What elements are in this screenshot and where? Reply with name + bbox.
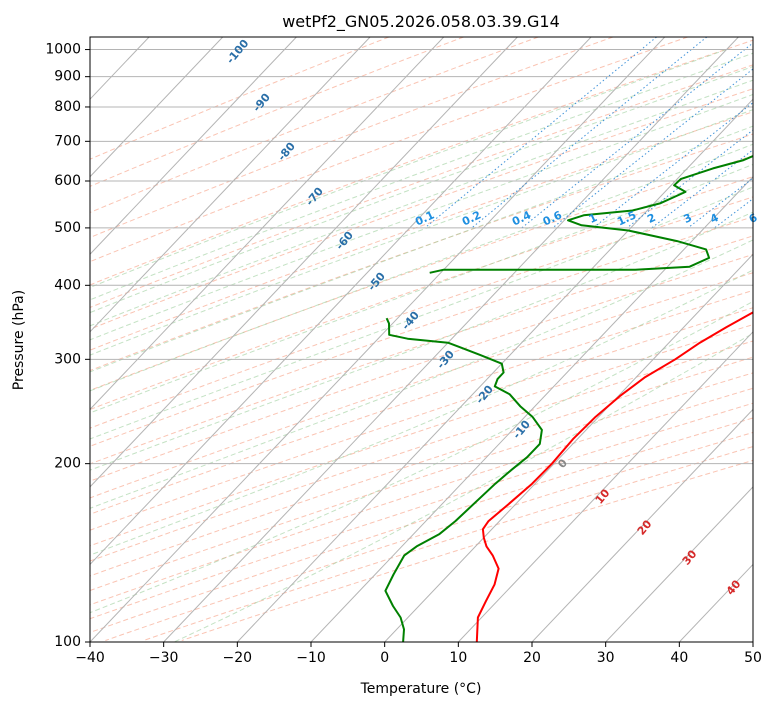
isotherm	[163, 37, 739, 642]
isotherm	[90, 37, 445, 411]
mixing-ratio-line	[471, 37, 708, 229]
y-tick-label: 400	[54, 277, 81, 293]
isotherm	[457, 331, 753, 642]
moist-adiabat	[90, 79, 753, 327]
y-tick-label: 800	[54, 99, 81, 115]
x-tick-label: 20	[523, 650, 541, 666]
isotherm	[384, 253, 753, 642]
profile-line-1	[475, 311, 753, 642]
x-axis-label: Temperature (°C)	[360, 681, 482, 697]
dry-adiabat	[90, 37, 688, 263]
mixing-ratio-line	[592, 101, 753, 229]
isotherm	[90, 37, 666, 642]
dry-adiabat	[90, 39, 753, 286]
isotherm	[90, 37, 518, 488]
y-tick-label: 900	[54, 69, 81, 85]
dry-adiabat	[90, 417, 753, 633]
y-tick-label: 500	[54, 220, 81, 236]
x-tick-label: −10	[296, 650, 326, 666]
moist-adiabat	[90, 125, 753, 373]
dry-adiabat	[90, 307, 753, 531]
moist-adiabat	[90, 143, 753, 392]
dry-adiabat	[90, 37, 390, 160]
x-tick-label: −40	[75, 650, 105, 666]
x-tick-label: 30	[597, 650, 615, 666]
moist-adiabat	[90, 239, 753, 509]
dry-adiabat	[90, 37, 464, 187]
dry-adiabat	[90, 372, 753, 592]
isotherm	[236, 98, 753, 642]
y-tick-label: 700	[54, 133, 81, 149]
dry-adiabat	[90, 356, 753, 577]
dry-adiabat	[90, 387, 753, 606]
isotherm	[531, 408, 753, 642]
dry-adiabat	[90, 176, 753, 411]
moist-adiabat	[90, 93, 753, 341]
x-tick-label: −30	[149, 650, 179, 666]
moist-adiabat	[90, 109, 753, 356]
y-axis: 100 200 300 400 500 600 700 800 900 1000	[45, 42, 90, 650]
x-tick-label: 40	[670, 650, 688, 666]
isotherm	[605, 486, 753, 642]
background-lines	[0, 37, 775, 642]
y-tick-label: 200	[54, 456, 81, 472]
moist-adiabat	[90, 211, 753, 471]
moist-adiabat	[173, 332, 753, 642]
isotherm	[310, 176, 753, 642]
dry-adiabat	[90, 402, 753, 620]
chart-title: wetPf2_GN05.2026.058.03.39.G14	[282, 12, 560, 32]
dry-adiabat	[90, 133, 753, 372]
mixing-ratio-line	[687, 177, 753, 229]
moist-adiabat	[90, 52, 753, 301]
dry-adiabat	[90, 37, 614, 239]
dry-adiabat	[90, 272, 753, 499]
profile-line-3	[384, 317, 543, 642]
isotherm	[90, 37, 297, 256]
x-axis: −40 −30 −20 −10 0 10 20 30 40 50	[75, 642, 762, 666]
x-tick-label: 0	[380, 650, 389, 666]
isotherm	[0, 37, 2, 642]
moist-adiabat	[90, 49, 727, 288]
y-tick-label: 100	[54, 634, 81, 650]
moist-adiabat	[90, 186, 753, 440]
profile-line-2	[429, 154, 753, 274]
mixing-ratio-line	[424, 37, 657, 229]
plot-frame	[89, 36, 754, 643]
dry-adiabat	[90, 253, 753, 482]
x-tick-label: −20	[223, 650, 253, 666]
mixing-ratio-line	[521, 42, 753, 229]
y-tick-label: 600	[54, 173, 81, 189]
isotherm	[90, 37, 592, 566]
isotherm	[90, 37, 371, 333]
y-tick-label: 1000	[45, 42, 81, 58]
dry-adiabat	[90, 289, 753, 515]
x-tick-label: 50	[744, 650, 762, 666]
x-tick-label: 10	[449, 650, 467, 666]
dry-adiabat	[90, 216, 753, 447]
y-axis-label: Pressure (hPa)	[11, 290, 27, 390]
mixing-ratio-line	[753, 37, 775, 228]
isotherm	[752, 641, 753, 642]
y-tick-label: 300	[54, 351, 81, 367]
moist-adiabat	[90, 65, 753, 314]
isotherm	[90, 37, 224, 178]
sounding-series	[384, 154, 753, 642]
